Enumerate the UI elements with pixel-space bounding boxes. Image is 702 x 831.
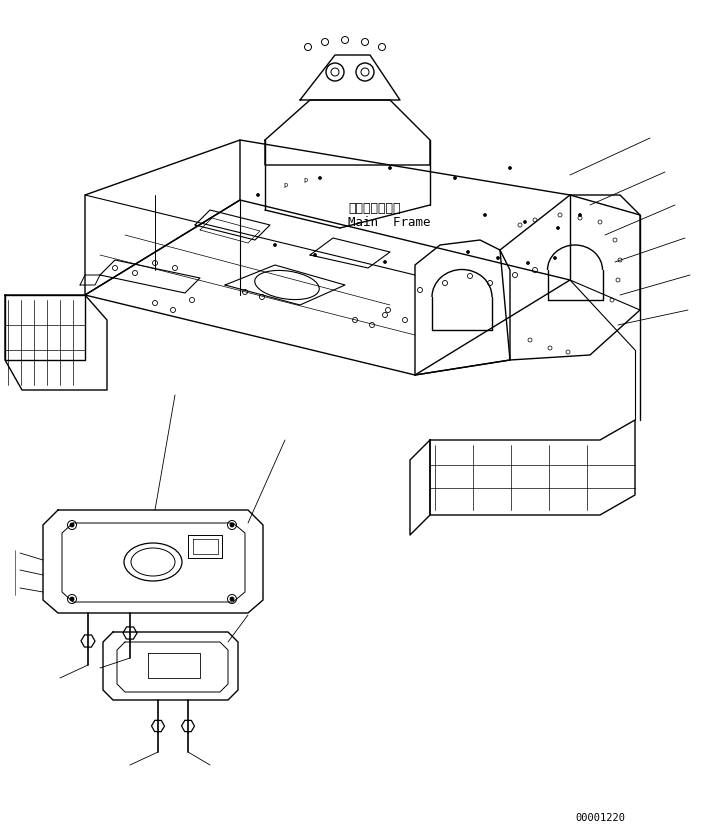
Circle shape: [314, 253, 317, 257]
Circle shape: [230, 597, 234, 601]
Circle shape: [484, 214, 486, 217]
Circle shape: [383, 260, 387, 263]
Circle shape: [274, 243, 277, 247]
Circle shape: [578, 214, 581, 217]
Circle shape: [496, 257, 500, 259]
Text: p: p: [283, 182, 287, 188]
Text: Main  Frame: Main Frame: [348, 217, 430, 229]
Circle shape: [526, 262, 529, 264]
Circle shape: [508, 166, 512, 170]
Text: メインフレーム: メインフレーム: [348, 201, 401, 214]
Circle shape: [467, 250, 470, 253]
Circle shape: [319, 176, 322, 179]
Circle shape: [524, 220, 526, 224]
Circle shape: [557, 227, 559, 229]
Circle shape: [230, 523, 234, 527]
Circle shape: [453, 176, 456, 179]
Circle shape: [256, 194, 260, 196]
Circle shape: [388, 166, 392, 170]
Text: p: p: [303, 177, 307, 183]
Circle shape: [70, 597, 74, 601]
Circle shape: [70, 523, 74, 527]
Text: 00001220: 00001220: [575, 813, 625, 823]
Circle shape: [553, 257, 557, 259]
